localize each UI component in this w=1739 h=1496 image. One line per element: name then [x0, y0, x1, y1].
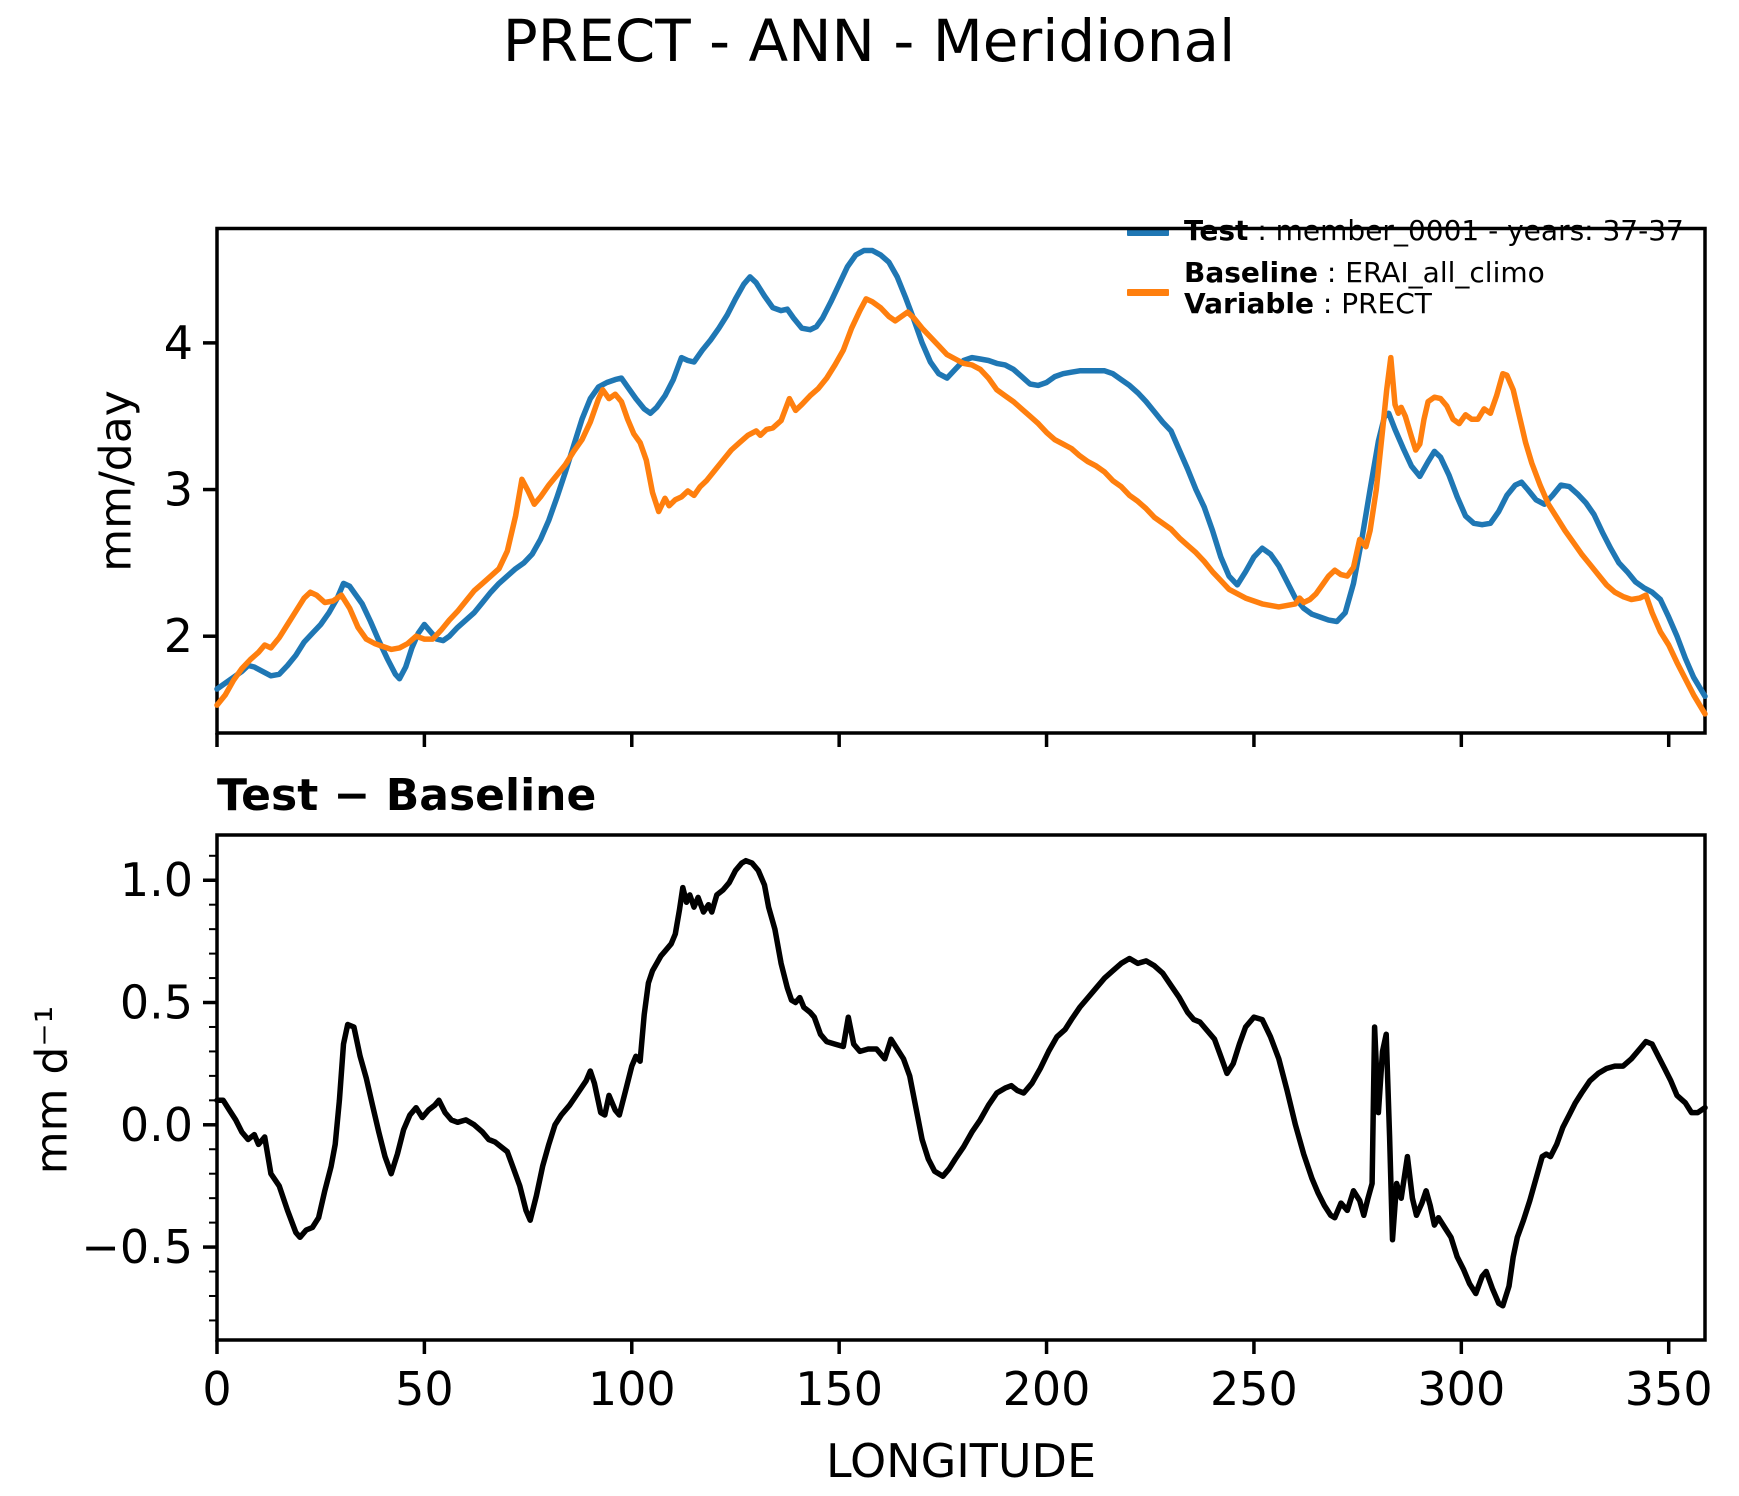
x-tick-label: 250 — [1210, 1362, 1298, 1416]
legend-variable-label: Variable — [1184, 287, 1314, 320]
legend-test-value: : member_0001 - years: 37-37 — [1248, 214, 1684, 247]
legend-entry-test: Test : member_0001 - years: 37-37 — [1184, 214, 1684, 247]
y-tick-label: 4 — [164, 316, 193, 370]
y-tick-label: 0.0 — [120, 1098, 193, 1152]
x-tick-label: 150 — [795, 1362, 883, 1416]
diff-panel-title: Test − Baseline — [217, 770, 597, 821]
legend: Test : member_0001 - years: 37-37 Baseli… — [1120, 100, 1684, 319]
series-line-baseline — [214, 296, 1708, 717]
x-tick-label: 50 — [395, 1362, 454, 1416]
legend-baseline-label: Baseline — [1184, 256, 1319, 289]
y-tick-label: −0.5 — [81, 1220, 193, 1274]
page-title: PRECT - ANN - Meridional — [502, 7, 1236, 75]
series-line-test — [214, 247, 1708, 700]
series-line-test-minus-baseline — [214, 857, 1708, 1309]
y-tick-label: 2 — [164, 609, 193, 663]
baseline-line-swatch — [1127, 289, 1169, 296]
panel-0-border — [215, 226, 1707, 735]
y-tick-label: 1.0 — [120, 853, 193, 907]
x-tick-label: 200 — [1003, 1362, 1091, 1416]
legend-test-label: Test — [1184, 214, 1249, 247]
x-tick-label: 100 — [588, 1362, 676, 1416]
legend-variable-value: : PRECT — [1313, 287, 1432, 320]
y-tick-label: 0.5 — [120, 976, 193, 1030]
test-line-swatch — [1127, 229, 1169, 236]
legend-entry-baseline: Baseline : ERAI_all_climo — [1184, 256, 1545, 289]
panel-1-border — [215, 833, 1707, 1342]
x-tick-label: 0 — [202, 1362, 231, 1416]
x-tick-label: 300 — [1417, 1362, 1505, 1416]
legend-entry-variable: Variable : PRECT — [1184, 287, 1432, 320]
x-tick-label: 350 — [1625, 1362, 1713, 1416]
legend-baseline-value: : ERAI_all_climo — [1318, 256, 1545, 289]
x-axis-label: LONGITUDE — [825, 1434, 1097, 1488]
y-tick-label: 3 — [164, 463, 193, 517]
